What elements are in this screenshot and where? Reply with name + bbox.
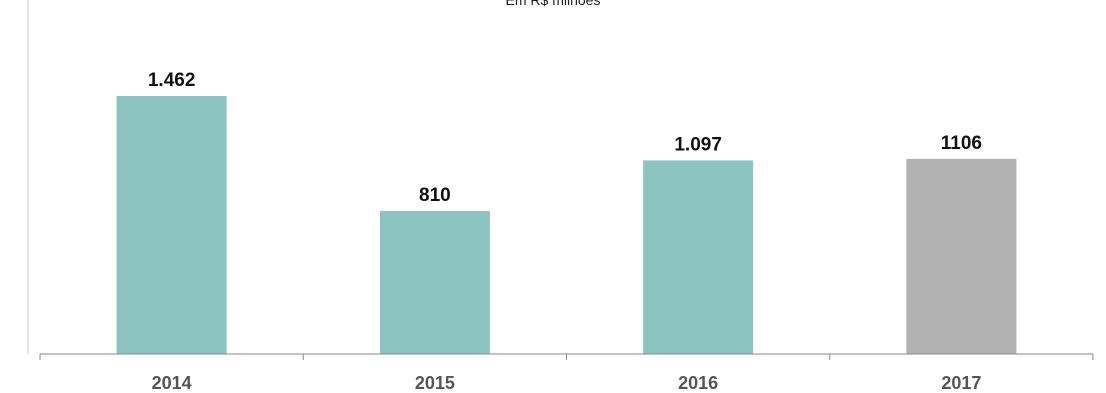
data-label-2016: 1.097 — [674, 134, 722, 155]
data-label-2017: 1106 — [941, 133, 982, 154]
x-tick-label-2014: 2014 — [152, 373, 192, 393]
x-tick-label-2017: 2017 — [941, 373, 981, 393]
chart-subtitle: Em R$ milhões — [506, 0, 601, 8]
bar-2015 — [379, 211, 490, 354]
bar-2017 — [906, 158, 1017, 354]
bar-2014 — [116, 96, 227, 354]
x-tick-label-2015: 2015 — [415, 373, 455, 393]
data-label-2014: 1.462 — [148, 70, 196, 91]
data-labels-layer: 1.462 810 1.097 1106 — [148, 70, 982, 206]
bars-layer — [116, 96, 1017, 354]
bar-2016 — [643, 160, 754, 354]
x-tick-label-2016: 2016 — [678, 373, 718, 393]
data-label-2015: 810 — [419, 185, 451, 206]
x-axis: 2014 2015 2016 2017 — [27, 0, 1094, 393]
